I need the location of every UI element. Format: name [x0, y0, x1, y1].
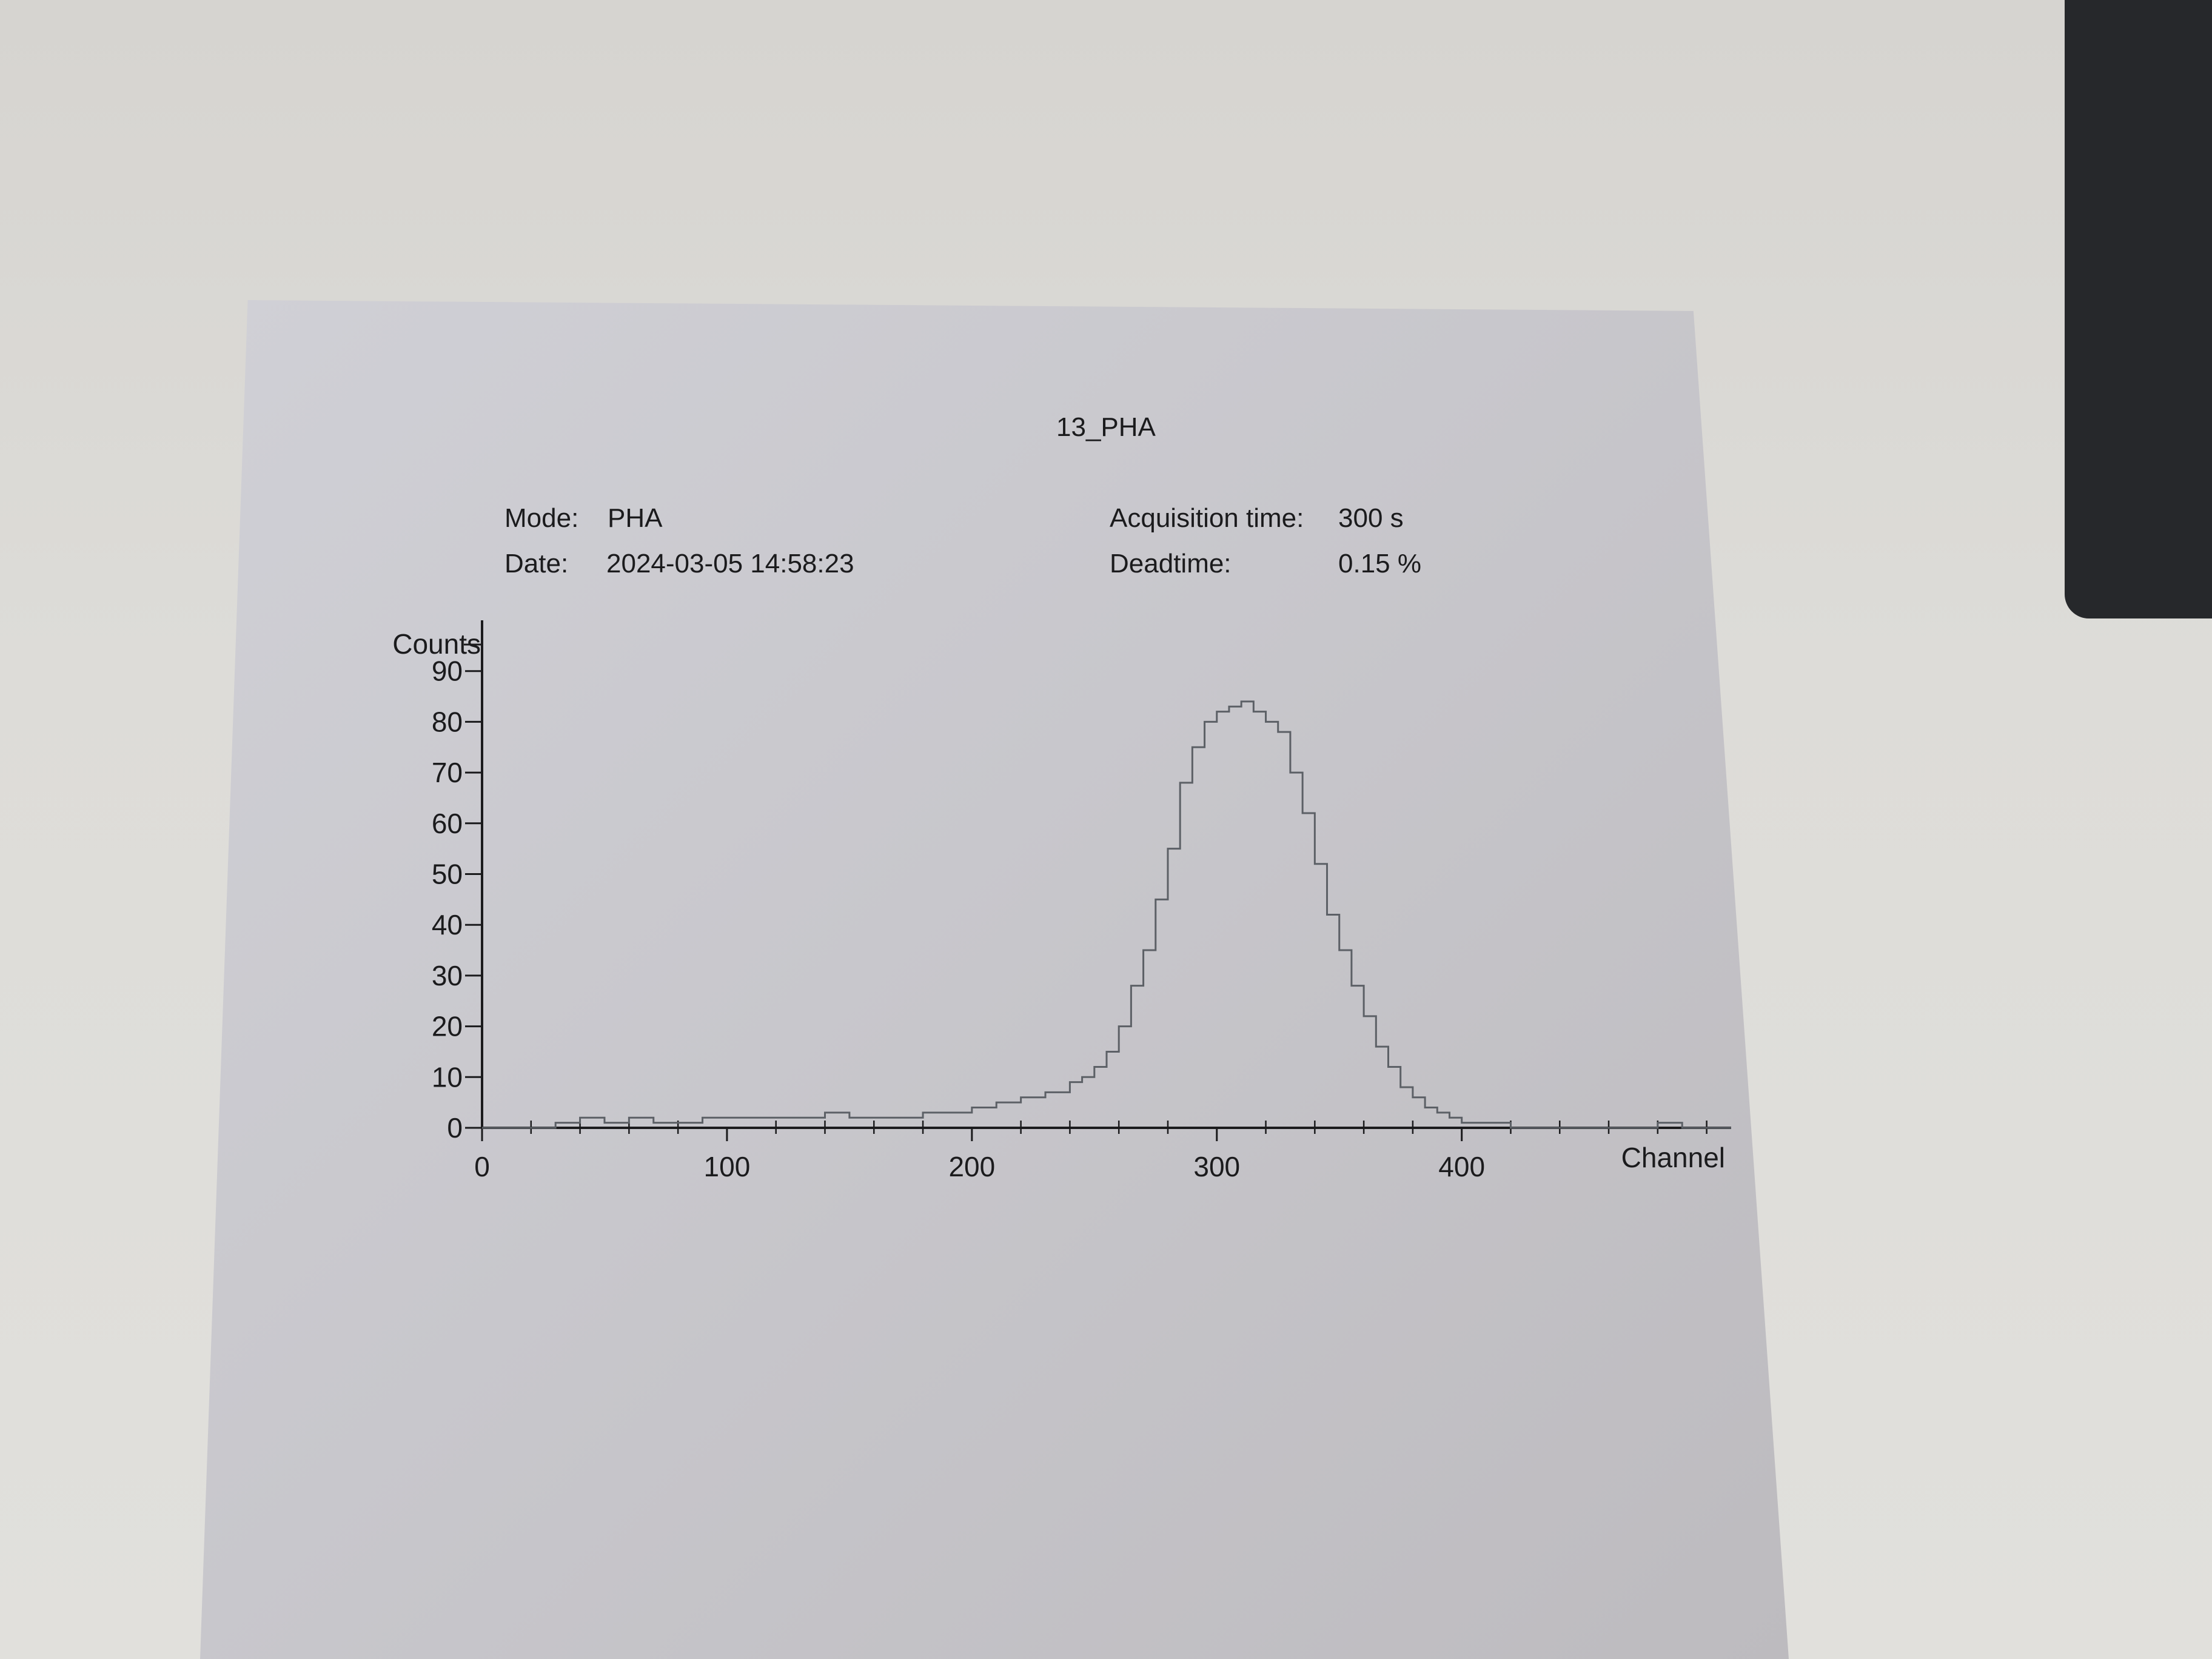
x-tick-label-200: 200: [948, 1151, 995, 1182]
deadtime-label: Deadtime:: [1110, 549, 1232, 578]
y-tick-label-30: 30: [432, 960, 463, 991]
y-tick-label-0: 0: [447, 1112, 463, 1144]
mode-label: Mode:: [504, 503, 579, 533]
x-tick-label-400: 400: [1438, 1151, 1485, 1182]
mode-value: PHA: [608, 503, 663, 533]
y-tick-label-20: 20: [432, 1011, 463, 1042]
deadtime-value: 0.15 %: [1338, 549, 1421, 578]
y-tick-label-50: 50: [432, 859, 463, 890]
spectrum-series-line: [482, 700, 1731, 1129]
acquisition-time-label: Acquisition time:: [1110, 503, 1304, 533]
printed-sheet: [200, 300, 1789, 1659]
y-tick-label-40: 40: [432, 909, 463, 940]
x-tick-label-100: 100: [704, 1151, 751, 1182]
x-axis-title: Channel: [1621, 1142, 1725, 1173]
y-tick-label-90: 90: [432, 655, 463, 687]
y-tick-label-60: 60: [432, 808, 463, 839]
y-axis-title: Counts: [392, 628, 481, 660]
y-tick-label-70: 70: [432, 757, 463, 788]
x-tick-label-0: 0: [474, 1151, 490, 1182]
y-tick-label-80: 80: [432, 706, 463, 737]
report-title: 13_PHA: [1056, 412, 1156, 442]
x-tick-label-300: 300: [1193, 1151, 1240, 1182]
keyboard-edge: [2065, 0, 2212, 618]
y-tick-label-10: 10: [432, 1061, 463, 1093]
date-value: 2024-03-05 14:58:23: [606, 549, 854, 578]
acquisition-time-value: 300 s: [1338, 503, 1404, 533]
date-label: Date:: [504, 549, 569, 578]
